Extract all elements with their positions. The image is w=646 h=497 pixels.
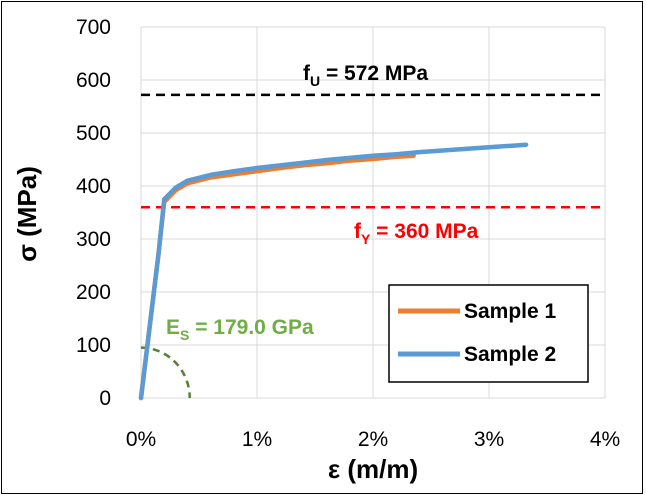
series-layer <box>138 142 529 401</box>
y-tick-label-1: 100 <box>76 334 111 357</box>
annotation-es-prefix: E <box>166 316 180 339</box>
annotation-fu-suffix: = 572 MPa <box>320 62 428 85</box>
y-tick-label-2: 200 <box>76 281 111 304</box>
legend: Sample 1 Sample 2 <box>388 284 589 383</box>
legend-label-sample-1: Sample 1 <box>464 300 557 323</box>
annotation-fu-sub: U <box>310 73 320 89</box>
x-tick-label-3: 3% <box>474 428 504 451</box>
modulus-arc <box>140 346 191 399</box>
gridlines <box>140 26 606 399</box>
annotation-fy-prefix: f <box>354 220 362 243</box>
annotation-fy-sub: Y <box>361 231 371 247</box>
y-tick-label-7: 700 <box>76 16 111 39</box>
x-axis-title: ε (m/m) <box>328 454 418 484</box>
y-tick-label-4: 400 <box>76 175 111 198</box>
x-tick-label-1: 1% <box>242 428 272 451</box>
x-tick-label-2: 2% <box>358 428 388 451</box>
annotation-fy: fY = 360 MPa <box>354 220 479 247</box>
series-line-sample-2 <box>138 142 529 401</box>
modulus-arc-layer <box>140 346 191 399</box>
annotation-fu-prefix: f <box>303 62 311 85</box>
annotation-es-sub: S <box>180 327 189 343</box>
y-tick-label-3: 300 <box>76 228 111 251</box>
annotation-fy-suffix: = 360 MPa <box>370 220 478 243</box>
y-axis-title: σ (MPa) <box>12 166 42 262</box>
x-tick-label-0: 0% <box>126 428 156 451</box>
y-tick-label-0: 0 <box>99 387 111 410</box>
tick-labels: 0 100 200 300 400 500 600 700 0% 1% 2% 3% 4% <box>76 16 620 451</box>
annotation-es-suffix: = 179.0 GPa <box>189 316 314 339</box>
reference-lines <box>141 93 605 209</box>
y-tick-label-5: 500 <box>76 122 111 145</box>
legend-box <box>388 284 589 383</box>
legend-label-sample-2: Sample 2 <box>464 343 556 366</box>
x-tick-label-4: 4% <box>590 428 620 451</box>
y-tick-label-6: 600 <box>76 69 111 92</box>
annotation-fu: fU = 572 MPa <box>303 62 428 89</box>
annotation-es: ES = 179.0 GPa <box>166 316 314 343</box>
